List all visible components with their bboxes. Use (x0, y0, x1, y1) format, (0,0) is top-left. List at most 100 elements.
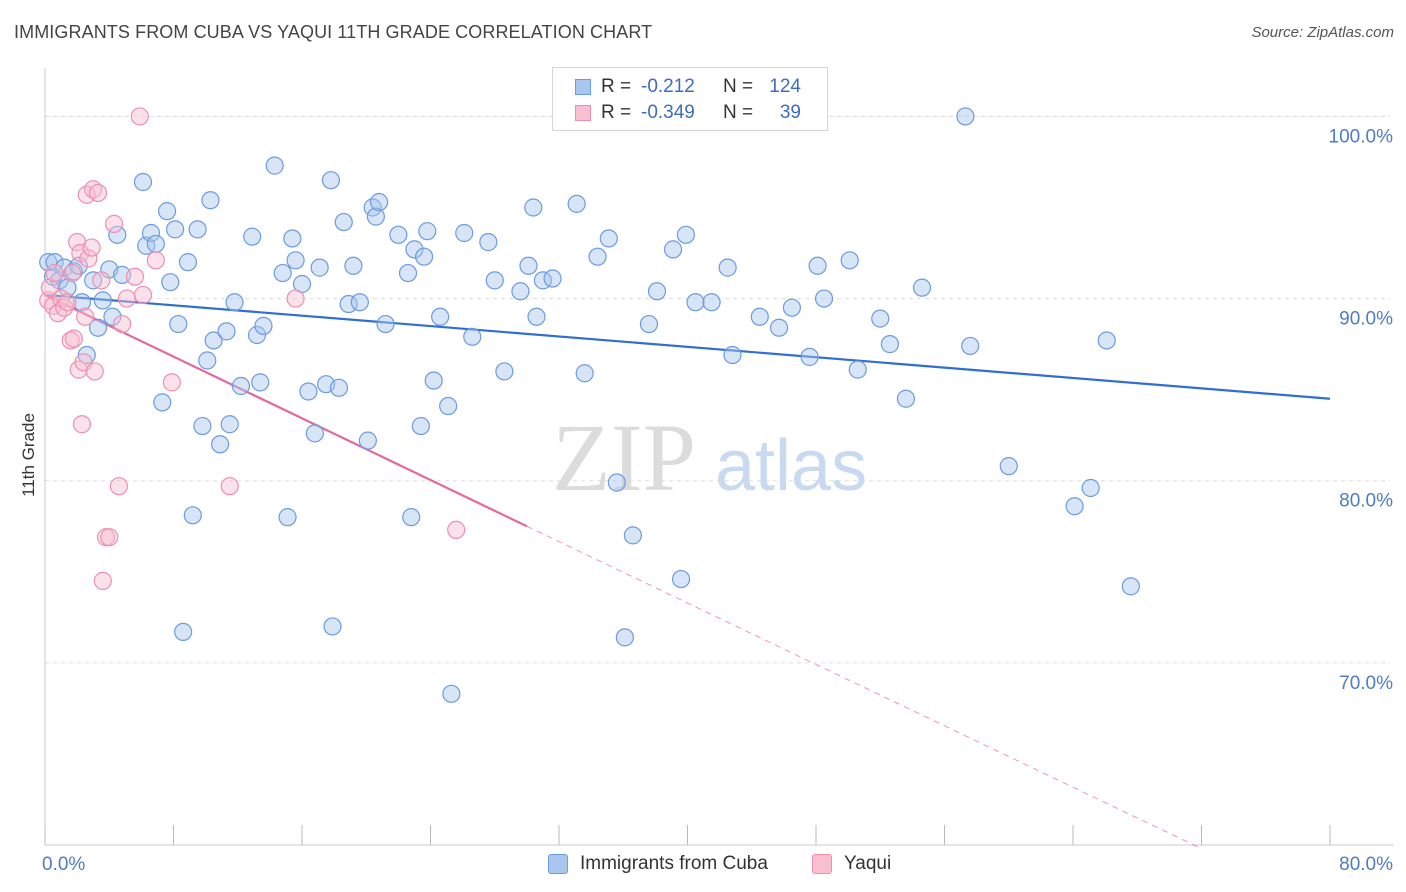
yaqui-legend-label: Yaqui (844, 853, 892, 874)
cuba-point (174, 622, 193, 641)
yaqui-point (55, 298, 74, 317)
cuba-point (225, 293, 244, 312)
cuba-point (243, 227, 262, 246)
cuba-point (442, 684, 461, 703)
cuba-point (254, 316, 273, 335)
cuba-point (339, 294, 358, 314)
yaqui-point (88, 183, 108, 203)
cuba-point (647, 282, 667, 301)
cuba-point (455, 223, 474, 243)
yaqui-point (85, 362, 104, 381)
cuba-point (376, 314, 395, 334)
yaqui-point (104, 214, 124, 233)
yaqui-point (162, 373, 181, 392)
n-label: N = (723, 76, 754, 97)
x-tick-label-max: 80.0% (1339, 854, 1393, 875)
cuba-point (278, 508, 297, 527)
cuba-point (1065, 497, 1084, 516)
yaqui-point (82, 238, 101, 257)
cuba-point (723, 345, 742, 365)
yaqui-point (40, 278, 59, 297)
cuba-point (305, 424, 324, 443)
cuba-point (543, 269, 562, 288)
cuba-point (1081, 478, 1100, 498)
cuba-point (204, 331, 223, 350)
cuba-point (58, 278, 77, 297)
cuba-point (588, 247, 607, 266)
cuba-point (310, 258, 329, 277)
yaqui-point (61, 331, 80, 350)
yaqui-swatch (575, 105, 591, 121)
legend-row-yaqui: R = -0.349 N = 39 (575, 100, 801, 126)
cuba-point (479, 233, 498, 252)
cuba-point (663, 240, 683, 259)
cuba-legend-label: Immigrants from Cuba (580, 853, 768, 874)
cuba-point (231, 376, 251, 396)
y-tick-label: 70.0% (1339, 673, 1393, 694)
watermark-atlas-text: atlas (715, 426, 867, 506)
yaqui-point (447, 520, 466, 539)
cuba-point (169, 314, 188, 334)
r-label: R = (601, 76, 632, 97)
cuba-point (358, 431, 377, 450)
cuba-point (286, 251, 305, 270)
yaqui-legend-swatch (812, 854, 832, 874)
cuba-point (153, 393, 172, 412)
cuba-point (265, 156, 284, 175)
cuba-point (323, 617, 342, 636)
cuba-point (39, 253, 58, 272)
cuba-point (511, 282, 530, 301)
cuba-point (956, 107, 975, 126)
cuba-point (103, 307, 122, 326)
series-legend-yaqui: Yaqui (812, 850, 891, 878)
y-axis-title: 11th Grade (19, 413, 38, 497)
cuba-point (108, 225, 127, 244)
cuba-point (840, 251, 859, 270)
cuba-point (607, 473, 626, 492)
cuba-point (402, 508, 421, 527)
cuba-point (193, 416, 212, 436)
yaqui-point (286, 289, 305, 308)
trend-lines (44, 293, 1331, 850)
yaqui-point (58, 293, 77, 312)
cuba-point (247, 325, 267, 345)
yaqui-point (112, 314, 132, 334)
yaqui-point (76, 307, 95, 326)
watermark: ZIP atlas (552, 404, 867, 511)
cuba-point (718, 258, 737, 277)
n-value: 39 (779, 102, 801, 123)
cuba-point (418, 222, 437, 241)
cuba-point (880, 335, 899, 354)
cuba-swatch (575, 79, 591, 95)
chart-title: IMMIGRANTS FROM CUBA VS YAQUI 11TH GRADE… (14, 22, 653, 42)
cuba-point (251, 373, 270, 392)
cuba-point (615, 628, 634, 647)
n-label: N = (723, 102, 754, 123)
series-legend-cuba: Immigrants from Cuba (548, 850, 768, 878)
r-label: R = (601, 102, 632, 123)
cuba-point (344, 256, 363, 275)
cuba-point (623, 526, 642, 545)
cuba-point (800, 347, 819, 366)
cuba-point (273, 263, 292, 283)
cuba-point (366, 207, 385, 226)
cuba-point (431, 307, 450, 326)
cuba-point (676, 225, 695, 244)
cuba-point (141, 223, 161, 243)
cuba-point (424, 371, 443, 390)
data-points (39, 107, 1140, 703)
cuba-point (961, 336, 980, 356)
cuba-point (405, 240, 424, 259)
cuba-point (389, 225, 408, 244)
yaqui-point (72, 415, 92, 434)
cuba-point (188, 220, 207, 239)
cuba-point (485, 271, 504, 290)
cuba-point (808, 256, 827, 275)
cuba-point (439, 396, 458, 416)
source-label: Source: ZipAtlas.com (1251, 24, 1394, 41)
cuba-point (414, 247, 434, 266)
cuba-point (848, 360, 867, 379)
cuba-point (88, 318, 108, 337)
cuba-point (702, 293, 721, 312)
